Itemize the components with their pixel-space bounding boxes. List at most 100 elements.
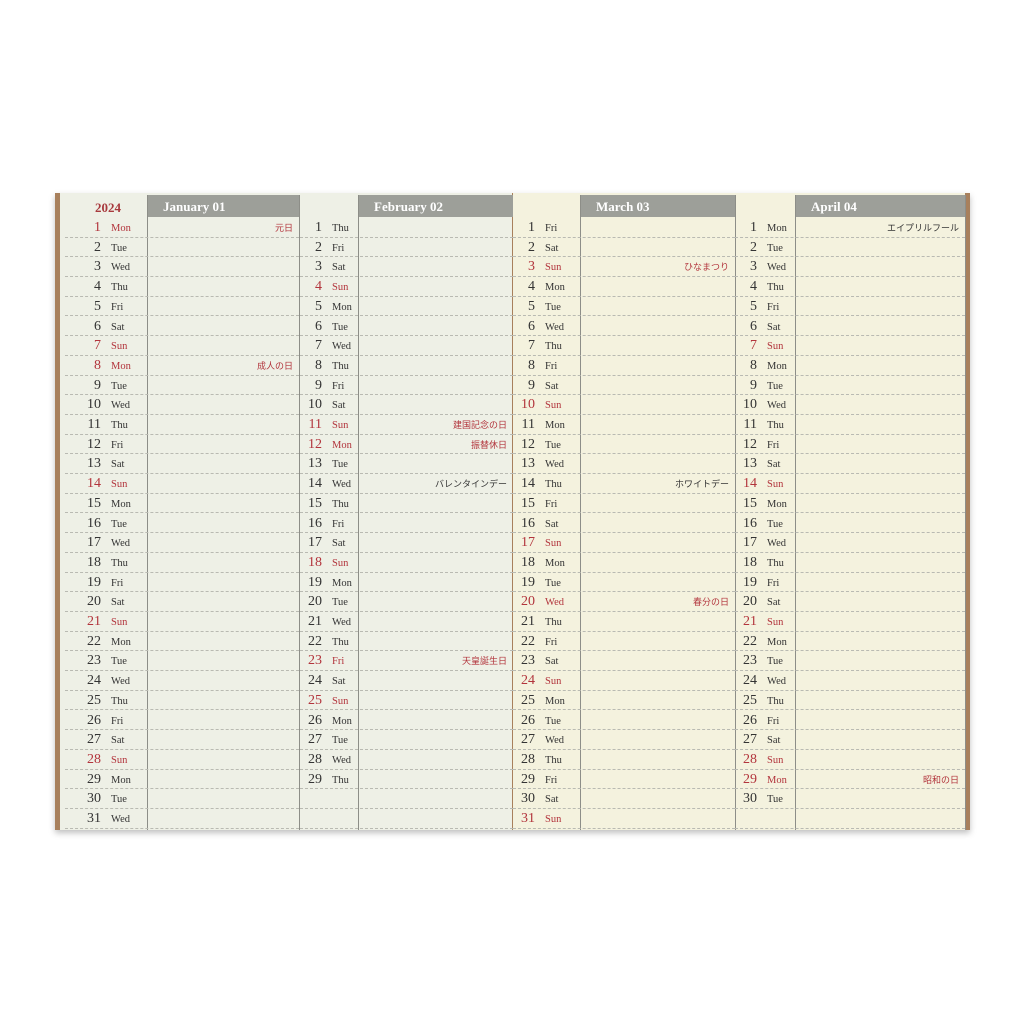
day-row[interactable]: 5 Fri (735, 297, 965, 317)
day-row[interactable]: 17 Sun (513, 533, 735, 553)
day-row[interactable]: 8 Mon 成人の日 (65, 356, 299, 376)
notes-cell[interactable]: ホワイトデー (580, 474, 735, 493)
day-row[interactable]: 29 Thu (300, 770, 513, 790)
day-row[interactable]: 8 Thu (300, 356, 513, 376)
day-row[interactable]: 14 Thu ホワイトデー (513, 474, 735, 494)
day-row[interactable]: 9 Fri (300, 376, 513, 396)
day-row[interactable]: 4 Sun (300, 277, 513, 297)
day-row[interactable]: 30 Sat (513, 789, 735, 809)
day-row[interactable]: 3 Wed (65, 257, 299, 278)
day-row[interactable]: 3 Sun ひなまつり (513, 257, 735, 278)
day-row[interactable]: 23 Fri 天皇誕生日 (300, 651, 513, 672)
day-row[interactable]: 22 Fri (513, 632, 735, 652)
day-row[interactable]: 1 Thu (300, 218, 513, 238)
day-row[interactable]: 18 Sun (300, 553, 513, 573)
day-row[interactable]: 18 Thu (735, 553, 965, 573)
day-row[interactable]: 4 Thu (65, 277, 299, 297)
day-row[interactable]: 21 Thu (513, 612, 735, 632)
day-row[interactable]: 4 Thu (735, 277, 965, 297)
day-row[interactable]: 10 Wed (65, 395, 299, 415)
day-row[interactable]: 25 Thu (65, 691, 299, 711)
day-row[interactable]: 9 Sat (513, 376, 735, 396)
notes-cell[interactable]: 天皇誕生日 (358, 651, 513, 670)
day-row[interactable]: 1 Mon エイプリルフール (735, 218, 965, 238)
day-row[interactable]: 6 Tue (300, 317, 513, 337)
day-row[interactable]: 16 Sat (513, 514, 735, 534)
day-row[interactable]: 12 Mon 振替休日 (300, 435, 513, 455)
day-row[interactable]: 22 Thu (300, 632, 513, 652)
day-row[interactable]: 29 Mon (65, 770, 299, 790)
day-row[interactable]: 3 Wed (735, 257, 965, 278)
notes-cell[interactable]: バレンタインデー (358, 474, 513, 493)
notes-cell[interactable]: 建国記念の日 (358, 415, 513, 434)
day-row[interactable]: 3 Sat (300, 257, 513, 278)
day-row[interactable]: 19 Fri (65, 573, 299, 593)
day-row[interactable]: 29 Mon 昭和の日 (735, 770, 965, 790)
day-row[interactable]: 26 Tue (513, 711, 735, 731)
day-row[interactable]: 11 Thu (735, 415, 965, 435)
day-row[interactable]: 25 Mon (513, 691, 735, 711)
day-row[interactable]: 17 Wed (735, 533, 965, 553)
day-row[interactable] (735, 809, 965, 829)
day-row[interactable]: 5 Mon (300, 297, 513, 317)
notes-cell[interactable]: エイプリルフール (795, 218, 965, 237)
day-row[interactable]: 24 Wed (65, 671, 299, 691)
day-row[interactable]: 15 Fri (513, 494, 735, 514)
day-row[interactable]: 16 Tue (735, 514, 965, 534)
day-row[interactable]: 20 Wed 春分の日 (513, 592, 735, 612)
day-row[interactable]: 23 Sat (513, 651, 735, 672)
day-row[interactable]: 22 Mon (65, 632, 299, 652)
day-row[interactable]: 15 Mon (65, 494, 299, 514)
day-row[interactable]: 9 Tue (65, 376, 299, 396)
day-row[interactable]: 18 Mon (513, 553, 735, 573)
day-row[interactable]: 7 Sun (65, 336, 299, 356)
day-row[interactable]: 2 Tue (735, 238, 965, 258)
day-row[interactable]: 14 Sun (65, 474, 299, 494)
day-row[interactable]: 1 Fri (513, 218, 735, 238)
day-row[interactable]: 27 Wed (513, 730, 735, 750)
day-row[interactable]: 27 Sat (735, 730, 965, 750)
day-row[interactable]: 13 Sat (735, 454, 965, 475)
day-row[interactable]: 26 Mon (300, 711, 513, 731)
day-row[interactable]: 28 Wed (300, 750, 513, 770)
day-row[interactable]: 7 Thu (513, 336, 735, 356)
day-row[interactable]: 30 Tue (65, 789, 299, 809)
day-row[interactable]: 16 Tue (65, 514, 299, 534)
day-row[interactable]: 4 Mon (513, 277, 735, 297)
day-row[interactable]: 2 Sat (513, 238, 735, 258)
day-row[interactable]: 13 Wed (513, 454, 735, 475)
day-row[interactable]: 26 Fri (735, 711, 965, 731)
day-row[interactable]: 1 Mon 元日 (65, 218, 299, 238)
day-row[interactable]: 25 Thu (735, 691, 965, 711)
notes-cell[interactable]: 振替休日 (358, 435, 513, 454)
day-row[interactable]: 6 Wed (513, 317, 735, 337)
day-row[interactable]: 21 Wed (300, 612, 513, 632)
day-row[interactable]: 19 Tue (513, 573, 735, 593)
day-row[interactable]: 17 Sat (300, 533, 513, 553)
day-row[interactable]: 13 Sat (65, 454, 299, 475)
notes-cell[interactable]: 春分の日 (580, 592, 735, 611)
day-row[interactable]: 20 Tue (300, 592, 513, 612)
day-row[interactable]: 5 Fri (65, 297, 299, 317)
day-row[interactable]: 24 Sat (300, 671, 513, 691)
day-row[interactable]: 7 Wed (300, 336, 513, 356)
day-row[interactable]: 13 Tue (300, 454, 513, 475)
day-row[interactable]: 11 Sun 建国記念の日 (300, 415, 513, 435)
day-row[interactable]: 19 Mon (300, 573, 513, 593)
day-row[interactable]: 6 Sat (735, 317, 965, 337)
notes-cell[interactable]: 元日 (147, 218, 299, 237)
day-row[interactable]: 28 Sun (65, 750, 299, 770)
day-row[interactable]: 8 Mon (735, 356, 965, 376)
day-row[interactable]: 8 Fri (513, 356, 735, 376)
day-row[interactable]: 20 Sat (735, 592, 965, 612)
day-row[interactable]: 24 Wed (735, 671, 965, 691)
day-row[interactable]: 2 Fri (300, 238, 513, 258)
day-row[interactable] (300, 789, 513, 809)
notes-cell[interactable]: 成人の日 (147, 356, 299, 375)
notes-cell[interactable]: ひなまつり (580, 257, 735, 276)
day-row[interactable]: 22 Mon (735, 632, 965, 652)
day-row[interactable]: 14 Wed バレンタインデー (300, 474, 513, 494)
day-row[interactable]: 14 Sun (735, 474, 965, 494)
day-row[interactable]: 2 Tue (65, 238, 299, 258)
day-row[interactable]: 11 Mon (513, 415, 735, 435)
